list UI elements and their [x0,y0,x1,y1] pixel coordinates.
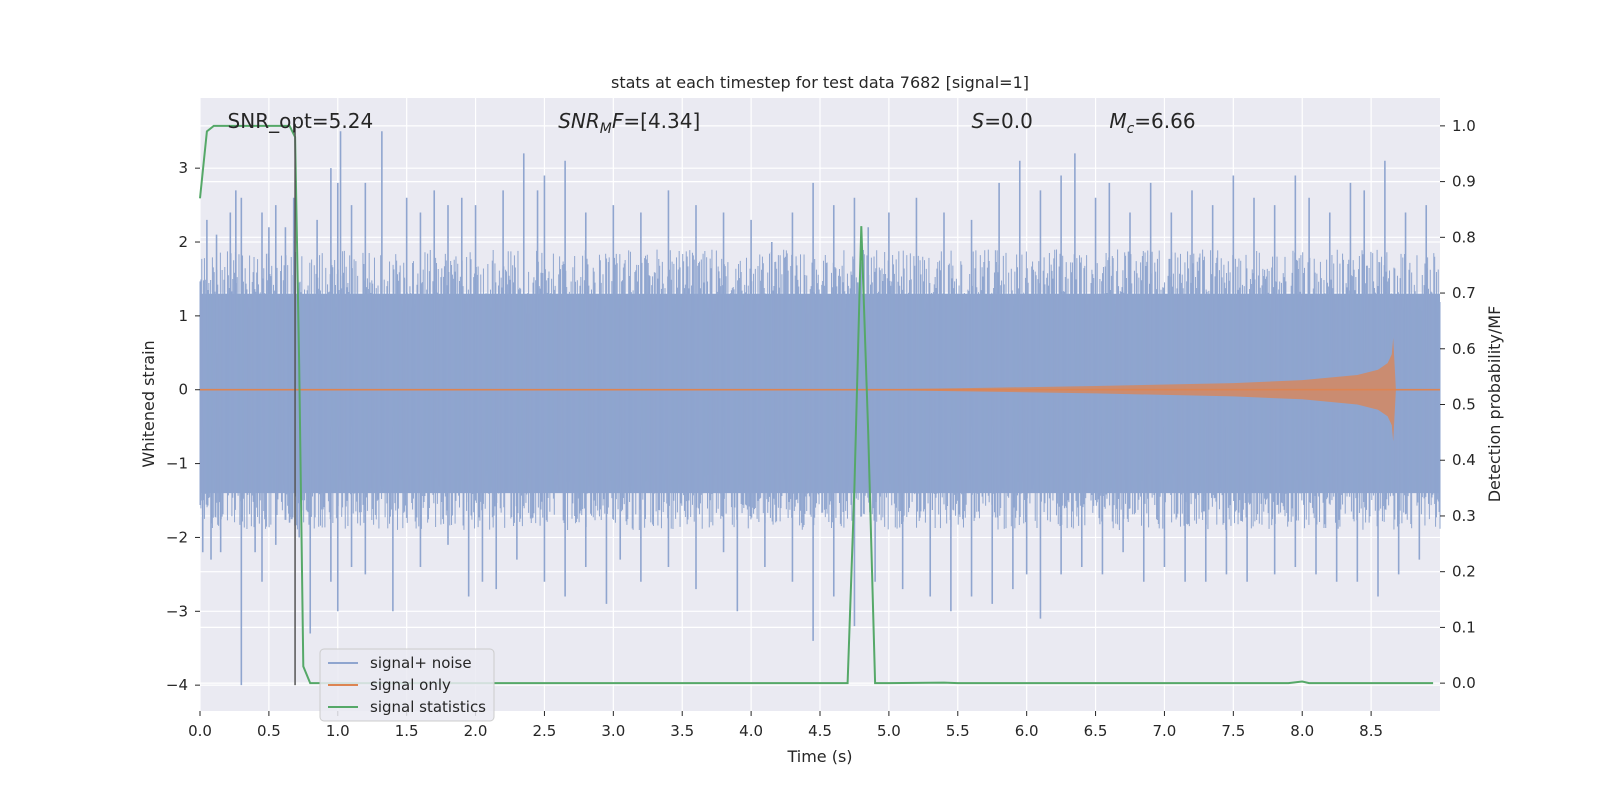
y-right-tick-label: 1.0 [1452,117,1476,135]
legend-label-signal-statistics: signal statistics [370,698,486,716]
x-tick-label: 4.0 [739,722,763,740]
legend-box [319,648,495,722]
y-right-tick-label: 0.7 [1452,284,1476,302]
y-right-tick-label: 0.4 [1452,451,1476,469]
legend-label-signal-plus-noise: signal+ noise [370,654,472,672]
y-left-tick-label: 1 [178,307,188,325]
y-left-tick-label: −2 [166,528,188,546]
y-right-tick-label: 0.1 [1452,618,1476,636]
signal-only-series [200,338,1440,442]
y-axis-left-label: Whitened strain [139,340,158,467]
y-right-tick-label: 0.5 [1452,396,1476,414]
x-tick-label: 6.0 [1015,722,1039,740]
y-right-tick-label: 0.8 [1452,228,1476,246]
annotation-3: Mc=6.66 [1109,109,1195,137]
annotation-1: SNRMF=[4.34] [558,109,700,137]
y-left-tick-label: 2 [178,233,188,251]
signal-statistics-line [199,124,1434,685]
y-left-tick-label: −1 [166,455,188,473]
annotation-0: SNR_opt=5.24 [228,109,374,133]
y-right-tick-label: 0.3 [1452,507,1476,525]
x-tick-label: 4.5 [808,722,832,740]
x-tick-label: 2.0 [464,722,488,740]
x-axis-ticks: 0.0 0.5 1.0 1.5 2.0 2.5 3.0 3.5 4.0 4.5 5.0 5.5 6.0 6… [188,711,1383,740]
legend-label-signal-only: signal only [370,676,451,694]
x-tick-label: 1.5 [395,722,419,740]
x-tick-label: 0.0 [188,722,212,740]
x-tick-label: 7.5 [1221,722,1245,740]
signal-statistics-series [199,124,1434,685]
legend: signal+ noise signal only signal statist… [319,648,495,722]
x-tick-label: 5.5 [946,722,970,740]
x-tick-label: 8.5 [1359,722,1383,740]
y-axis-right-label: Detection probability/MF [1485,306,1504,503]
x-tick-label: 3.0 [601,722,625,740]
y-left-tick-label: 0 [178,381,188,399]
y-axis-right-ticks: 1.0 0.9 0.8 0.7 0.6 0.5 0.4 0.3 0.2 0.1 0.0 [1440,117,1476,692]
y-right-tick-label: 0.9 [1452,173,1476,191]
x-tick-label: 3.5 [670,722,694,740]
x-axis-label: Time (s) [786,747,852,766]
chart-title: stats at each timestep for test data 768… [611,73,1029,92]
x-tick-label: 0.5 [257,722,281,740]
x-tick-label: 6.5 [1084,722,1108,740]
annotations: SNR_opt=5.24 SNRMF=[4.34] S=0.0 Mc=6.66 [228,109,1196,137]
x-tick-label: 1.0 [326,722,350,740]
x-tick-label: 2.5 [533,722,557,740]
y-right-tick-label: 0.2 [1452,563,1476,581]
y-left-tick-label: −4 [166,676,188,694]
x-tick-label: 7.0 [1153,722,1177,740]
y-axis-left-ticks: 3 2 1 0 −1 −2 −3 −4 [166,159,200,694]
y-left-tick-label: −3 [166,602,188,620]
y-right-tick-label: 0.0 [1452,674,1476,692]
y-left-tick-label: 3 [178,159,188,177]
y-right-tick-label: 0.6 [1452,340,1476,358]
x-tick-label: 8.0 [1290,722,1314,740]
x-tick-label: 5.0 [877,722,901,740]
annotation-2: S=0.0 [972,109,1033,133]
signal-plus-noise-series [199,131,1441,686]
